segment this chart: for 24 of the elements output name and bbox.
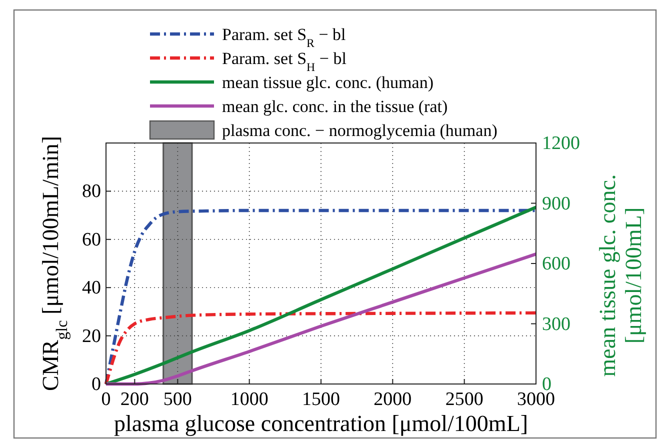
y2-tick-label: 1200 [542,133,580,154]
x-tick-label: 500 [163,389,192,410]
x-tick-label: 2000 [374,389,412,410]
x-tick-label: 1000 [230,389,268,410]
y-tick-label: 0 [92,374,101,395]
legend-label: Param. set S$_{R}$ − bl [222,25,346,50]
y-tick-label: 40 [82,278,101,299]
x-axis-title: plasma glucose concentration [μmol/100mL] [114,411,528,436]
legend-label: mean glc. conc. in the tissue (rat) [222,97,448,116]
x-tick-label: 200 [120,389,149,410]
x-tick-label: 2500 [445,389,484,410]
band-label: plasma conc. − normoglycemia (human) [222,121,498,140]
legend-label: Param. set S$_{H}$ − bl [222,49,347,74]
x-tick-label: 1500 [302,389,340,410]
y-tick-label: 60 [82,229,101,250]
y-tick-label: 20 [82,326,101,347]
line-series [104,311,538,386]
y2-tick-label: 900 [542,193,570,214]
legend-label: mean tissue glc. conc. (human) [222,73,434,92]
y2-tick-label: 600 [542,254,570,274]
y2-axis-title: mean tissue glc. conc. [μmol/100mL] [595,174,646,377]
y2-tick-label: 300 [542,314,570,335]
line-series [104,252,538,386]
y-tick-label: 80 [82,181,101,202]
